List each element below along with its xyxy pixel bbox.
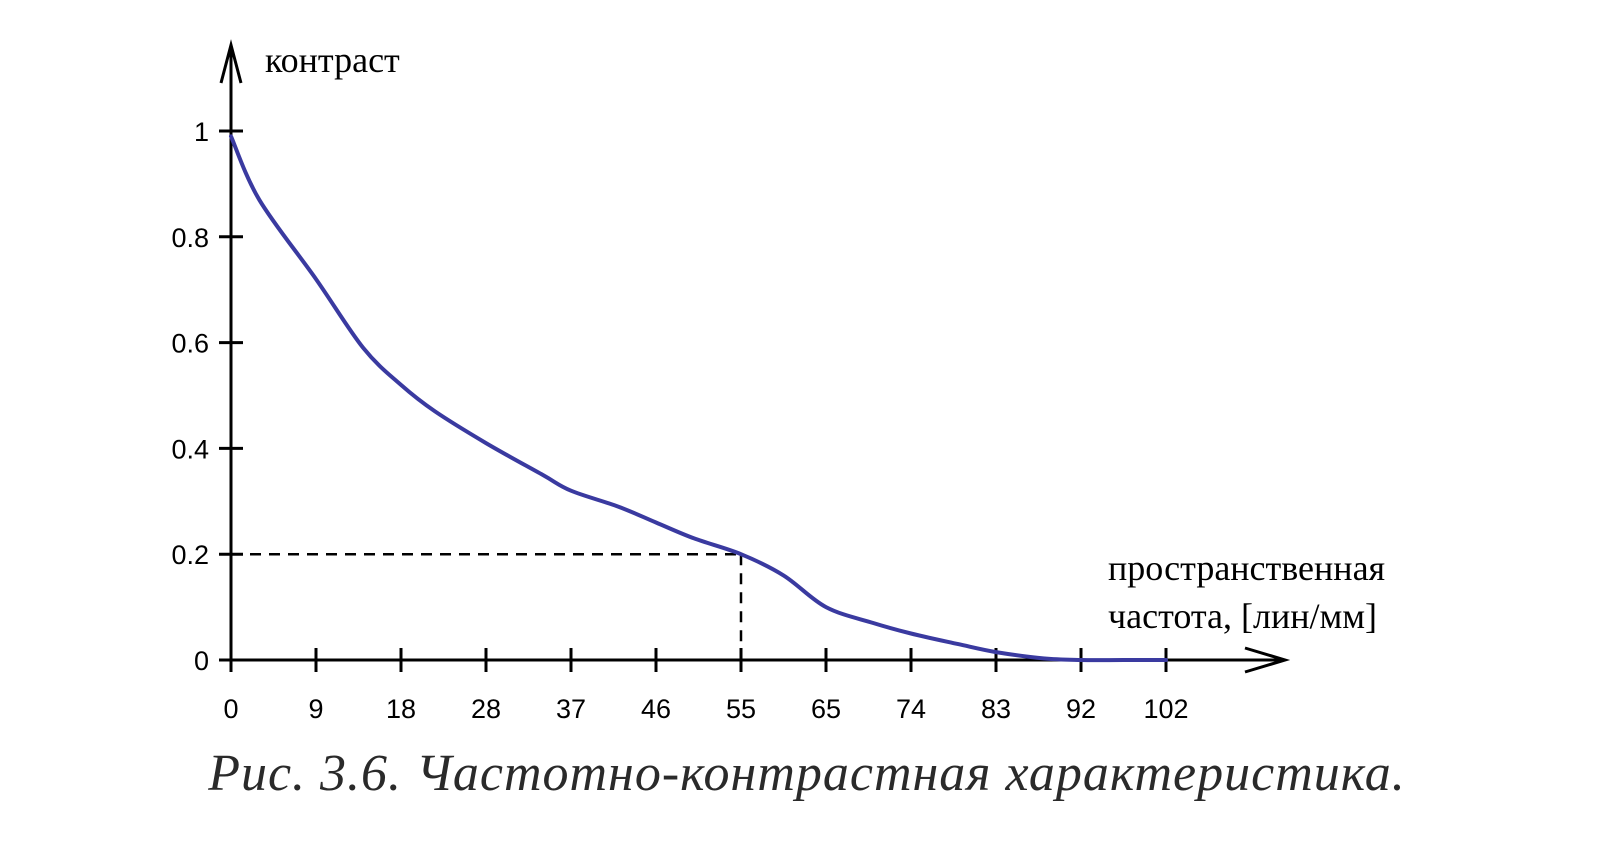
x-tick-label: 83	[981, 694, 1011, 724]
reference-lines	[231, 552, 743, 660]
x-tick-label: 102	[1143, 694, 1188, 724]
y-tick-label: 0	[194, 646, 209, 676]
y-tick-label: 0.4	[171, 434, 209, 464]
x-tick-label: 18	[386, 694, 416, 724]
x-tick-label: 92	[1066, 694, 1096, 724]
x-tick-label: 28	[471, 694, 501, 724]
y-tick-label: 0.8	[171, 223, 209, 253]
x-axis-arrow-icon	[1244, 646, 1291, 674]
contrast-curve	[229, 134, 1168, 663]
tick-labels: 0 9 18 28 37 46 55 65 74 83 92 102 0 0.2 0.4 0.6 0.8 1	[171, 117, 1188, 724]
y-tick-label: 0.6	[171, 329, 209, 359]
x-tick-label: 0	[223, 694, 238, 724]
x-tick-label: 9	[308, 694, 323, 724]
x-axis-title-line-1: пространственная	[1108, 548, 1385, 588]
x-tick-label: 74	[896, 694, 926, 724]
y-tick-label: 0.2	[171, 540, 209, 570]
series	[229, 134, 1168, 663]
y-axis-title: контраст	[265, 40, 400, 80]
y-axis-arrow-icon	[219, 39, 243, 84]
y-tick-label: 1	[194, 117, 209, 147]
x-tick-label: 55	[726, 694, 756, 724]
x-tick-label: 37	[556, 694, 586, 724]
x-tick-label: 46	[641, 694, 671, 724]
figure-caption: Рис. 3.6. Частотно-контрастная характери…	[207, 745, 1406, 802]
x-tick-label: 65	[811, 694, 841, 724]
x-axis-title-line-2: частота, [лин/мм]	[1108, 596, 1377, 636]
